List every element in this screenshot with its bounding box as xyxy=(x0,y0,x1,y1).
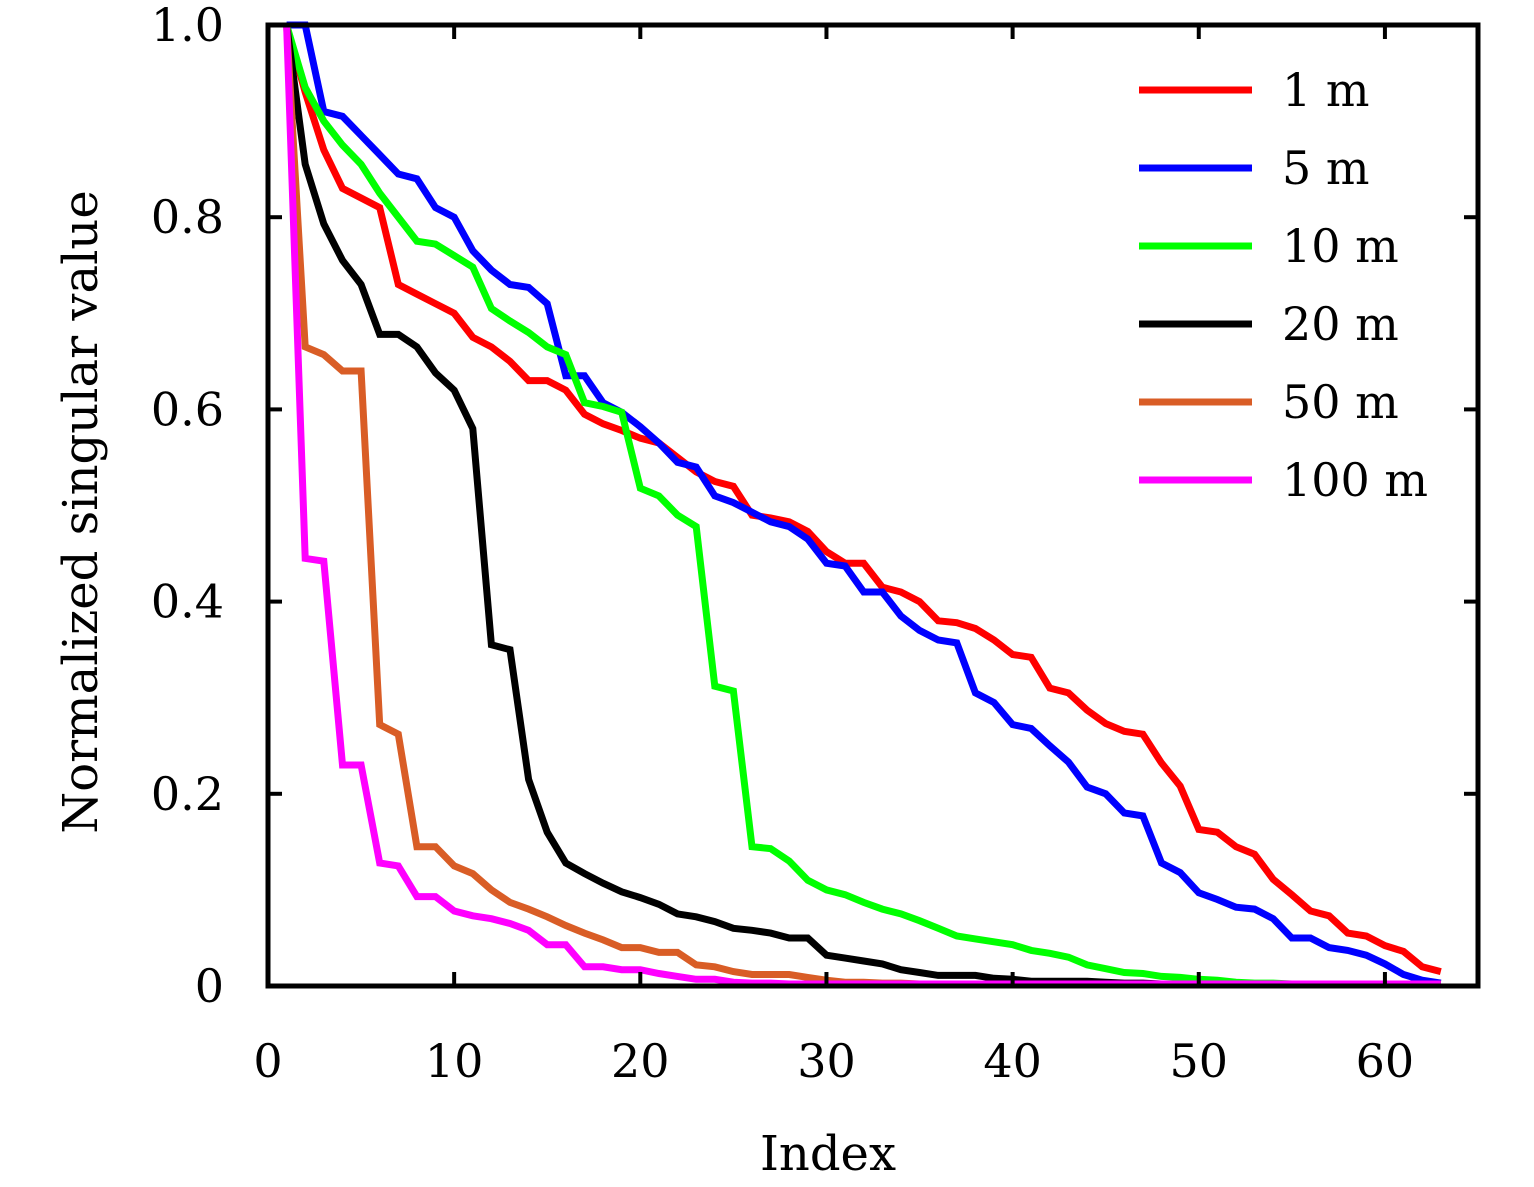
legend: 1 m 5 m 10 m 20 m 50 m 100 m xyxy=(1139,63,1428,507)
legend-item: 1 m xyxy=(1139,63,1370,117)
legend-item: 20 m xyxy=(1139,297,1399,351)
series-line-20m xyxy=(283,24,1441,988)
y-tick-label: 0 xyxy=(195,959,224,1013)
x-tick-label: 20 xyxy=(611,1034,670,1088)
legend-item: 10 m xyxy=(1139,219,1399,273)
legend-label: 5 m xyxy=(1282,141,1370,195)
y-tick-label: 0.6 xyxy=(151,382,224,436)
y-tick-label: 1.0 xyxy=(151,0,224,52)
series-line-50m xyxy=(283,24,1441,988)
x-tick-label: 50 xyxy=(1169,1034,1228,1088)
legend-item: 5 m xyxy=(1139,141,1370,195)
y-tick-label: 0.8 xyxy=(151,190,224,244)
legend-item: 100 m xyxy=(1139,453,1428,507)
legend-label: 50 m xyxy=(1282,375,1399,429)
legend-label: 1 m xyxy=(1282,63,1370,117)
y-axis-ticks: 0 0.2 0.4 0.6 0.8 1.0 xyxy=(151,0,1478,1013)
x-tick-label: 0 xyxy=(253,1034,282,1088)
series-layer xyxy=(283,21,1442,988)
x-tick-label: 40 xyxy=(983,1034,1042,1088)
legend-label: 20 m xyxy=(1282,297,1399,351)
legend-label: 10 m xyxy=(1282,219,1399,273)
x-axis-ticks: 0 10 20 30 40 50 60 xyxy=(253,25,1414,1088)
x-tick-label: 10 xyxy=(425,1034,484,1088)
legend-label: 100 m xyxy=(1282,453,1428,507)
plot-frame xyxy=(265,22,1481,989)
x-axis-label: Index xyxy=(760,1126,896,1182)
series-line-5m xyxy=(286,21,1442,987)
series-line-10m xyxy=(283,24,1441,988)
y-axis-label: Normalized singular value xyxy=(53,190,109,833)
series-line-100m xyxy=(283,24,1441,988)
x-tick-label: 60 xyxy=(1356,1034,1415,1088)
x-tick-label: 30 xyxy=(797,1034,856,1088)
series-line-1m xyxy=(283,24,1442,975)
y-tick-label: 0.2 xyxy=(151,767,224,821)
legend-item: 50 m xyxy=(1139,375,1399,429)
y-tick-label: 0.4 xyxy=(151,575,224,629)
